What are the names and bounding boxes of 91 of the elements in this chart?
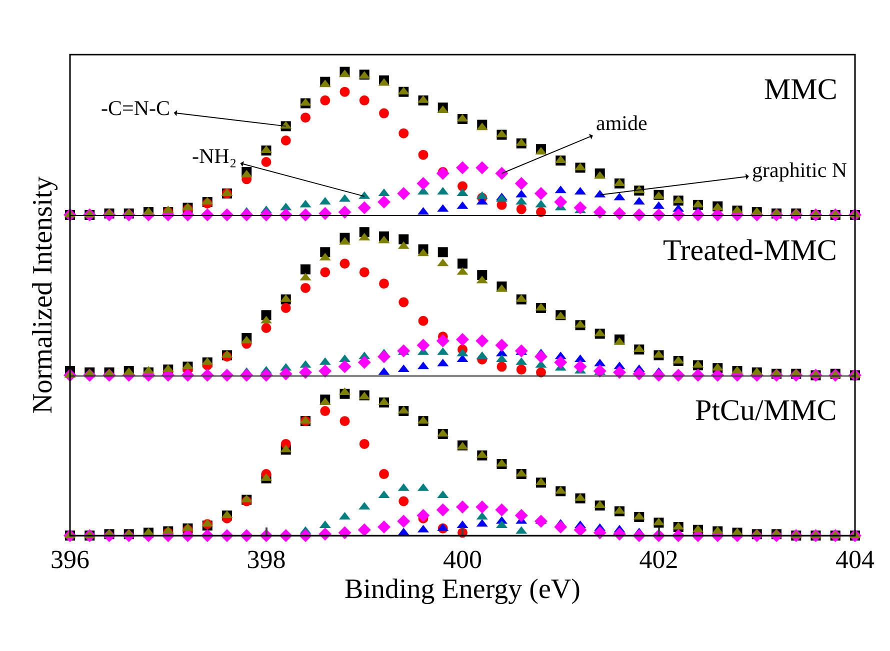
- annotation: amide: [596, 111, 648, 135]
- point: [514, 509, 528, 522]
- x-tick-label: 400: [443, 544, 482, 574]
- point: [456, 500, 469, 514]
- point: [340, 416, 350, 426]
- point: [593, 206, 606, 219]
- point: [261, 156, 272, 167]
- point: [495, 166, 508, 180]
- point: [632, 367, 646, 380]
- point: [280, 302, 291, 313]
- point: [378, 520, 390, 534]
- point: [516, 204, 526, 214]
- annotation: graphitic N: [752, 158, 848, 182]
- point: [398, 234, 409, 244]
- point: [476, 161, 489, 174]
- point: [397, 344, 410, 358]
- point: [320, 406, 330, 416]
- point: [436, 334, 450, 348]
- point: [397, 186, 410, 200]
- point: [340, 86, 350, 97]
- point: [280, 136, 291, 146]
- point: [338, 360, 352, 374]
- point: [436, 503, 450, 516]
- point: [458, 258, 468, 269]
- x-tick-label: 404: [836, 544, 874, 574]
- point: [358, 201, 371, 214]
- point: [338, 206, 352, 219]
- point: [398, 496, 409, 506]
- point: [358, 523, 371, 536]
- point: [574, 201, 587, 214]
- point: [359, 95, 370, 106]
- point: [574, 360, 587, 374]
- x-axis-title: Binding Energy (eV): [344, 574, 580, 605]
- annotation: -C=N-C: [101, 96, 170, 120]
- point: [379, 108, 389, 118]
- point: [534, 186, 548, 200]
- point: [456, 332, 469, 346]
- point: [514, 344, 528, 358]
- point: [593, 364, 606, 378]
- point: [320, 267, 330, 278]
- annotation: Treated-MMC: [663, 234, 837, 267]
- x-tick-label: 398: [246, 544, 286, 574]
- point: [495, 503, 508, 516]
- point: [574, 523, 587, 536]
- point: [398, 297, 409, 308]
- point: [416, 176, 430, 190]
- point: [299, 366, 312, 379]
- point: [340, 258, 350, 269]
- point: [554, 196, 568, 209]
- point: [495, 338, 508, 352]
- point: [496, 362, 507, 372]
- point: [261, 323, 272, 334]
- point: [358, 356, 371, 369]
- point: [436, 166, 450, 180]
- point: [418, 150, 428, 160]
- point: [418, 316, 428, 326]
- point: [534, 350, 548, 364]
- point: [416, 509, 430, 522]
- point: [476, 334, 489, 348]
- point: [300, 282, 310, 293]
- point: [359, 267, 370, 278]
- x-tick-label: 396: [50, 544, 90, 574]
- point: [378, 196, 390, 209]
- point: [456, 161, 469, 174]
- point: [279, 367, 292, 380]
- point: [320, 95, 330, 106]
- point: [378, 350, 390, 364]
- point: [534, 514, 548, 528]
- point: [554, 356, 568, 369]
- point: [379, 469, 389, 480]
- point: [379, 278, 389, 289]
- point: [516, 364, 526, 375]
- annotation: -NH₂: [192, 144, 237, 168]
- annotation: PtCu/MMC: [695, 394, 837, 427]
- point: [613, 366, 626, 379]
- point: [397, 514, 410, 528]
- point: [476, 500, 489, 514]
- point: [318, 364, 332, 378]
- point: [300, 264, 310, 274]
- x-tick-label: 402: [639, 544, 678, 574]
- point: [438, 247, 448, 258]
- point: [554, 520, 568, 534]
- point: [359, 438, 370, 449]
- y-axis-title: Normalized Intensity: [28, 176, 59, 414]
- point: [458, 181, 468, 192]
- point: [416, 338, 430, 352]
- point: [300, 112, 310, 123]
- annotation: MMC: [764, 73, 838, 106]
- point: [514, 176, 528, 190]
- point: [536, 367, 546, 378]
- point: [398, 128, 409, 138]
